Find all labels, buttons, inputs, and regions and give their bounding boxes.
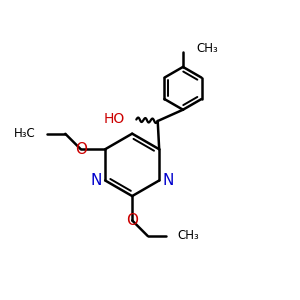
Text: O: O: [126, 213, 138, 228]
Text: O: O: [75, 142, 87, 157]
Text: HO: HO: [104, 112, 125, 126]
Text: CH₃: CH₃: [196, 42, 218, 55]
Text: N: N: [90, 173, 102, 188]
Text: H₃C: H₃C: [14, 127, 36, 140]
Text: N: N: [163, 173, 174, 188]
Text: CH₃: CH₃: [177, 230, 199, 242]
